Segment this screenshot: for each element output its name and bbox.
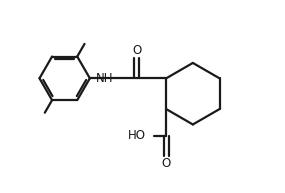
Text: HO: HO — [128, 129, 146, 142]
Text: NH: NH — [95, 72, 113, 85]
Text: O: O — [162, 157, 171, 170]
Text: O: O — [132, 44, 141, 57]
